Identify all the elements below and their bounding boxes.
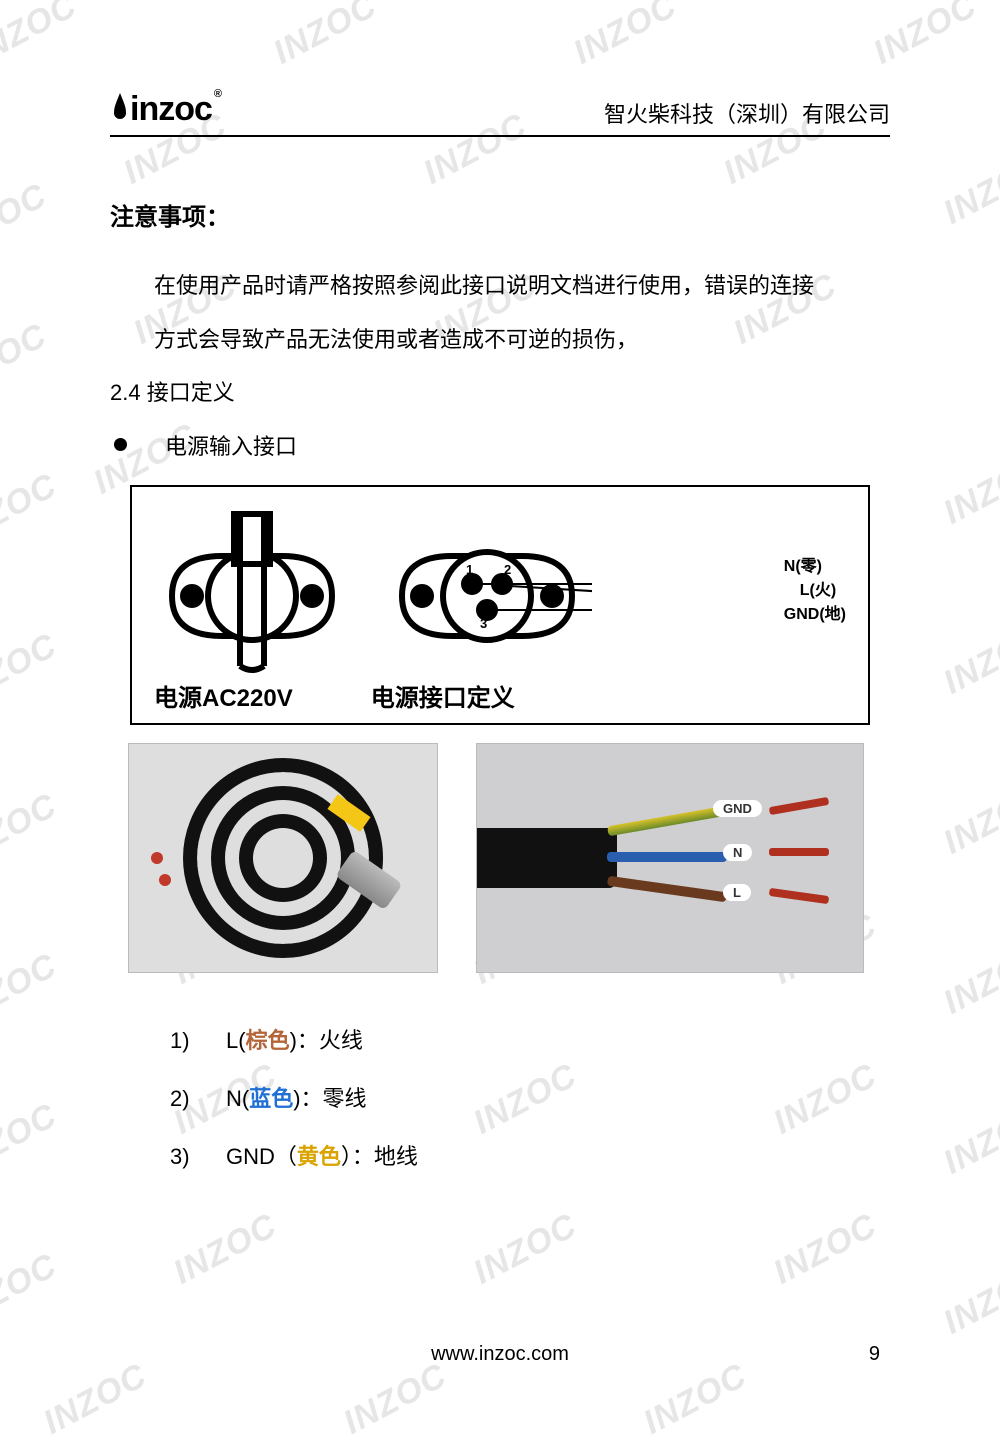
- list-2-prefix: N(: [226, 1086, 249, 1111]
- wire-label-l: L: [723, 884, 751, 901]
- diagram-caption-left: 电源AC220V: [154, 678, 293, 713]
- page-content: inzoc® 智火柴科技（深圳）有限公司 注意事项： 在使用产品时请严格按照参阅…: [0, 0, 1000, 1257]
- list-3-suffix: ）：地线: [341, 1144, 418, 1169]
- pin-3-num: 3: [480, 616, 487, 631]
- section-2-4-heading: 2.4 接口定义: [110, 375, 890, 407]
- connector-left-icon: [152, 506, 352, 676]
- page-number: 9: [869, 1343, 880, 1366]
- list-num-3: 3): [170, 1144, 200, 1170]
- pin-labels: N(零) L(火) GND(地): [784, 555, 846, 627]
- list-1-prefix: L(: [226, 1028, 246, 1053]
- footer-url: www.inzoc.com: [0, 1343, 1000, 1366]
- notice-paragraph-line1: 在使用产品时请严格按照参阅此接口说明文档进行使用，错误的连接: [110, 262, 890, 310]
- pin-2-num: 2: [504, 562, 511, 577]
- photo-row: GND N L: [128, 743, 890, 973]
- logo-text: inzoc: [130, 90, 212, 128]
- wire-label-n: N: [723, 844, 752, 861]
- connector-right-icon: 1 2 3: [382, 506, 592, 676]
- wire-label-gnd: GND: [713, 800, 762, 817]
- notice-paragraph-line2: 方式会导致产品无法使用或者造成不可逆的损伤，: [110, 316, 890, 364]
- bullet-text: 电源输入接口: [165, 429, 297, 461]
- logo-trademark-icon: ®: [214, 88, 221, 100]
- list-item: 2) N(蓝色)：零线: [170, 1081, 890, 1113]
- list-2-suffix: )：零线: [293, 1086, 366, 1111]
- list-num-1: 1): [170, 1028, 200, 1054]
- list-1-color: 棕色: [246, 1028, 290, 1053]
- list-item: 3) GND（黄色）：地线: [170, 1139, 890, 1171]
- watermark: INZOC: [37, 1356, 153, 1442]
- connector-diagram: 1 2 3 N(零) L(火) GND(地) 电源AC220V 电源接口定义: [130, 485, 870, 725]
- list-item: 1) L(棕色)：火线: [170, 1023, 890, 1055]
- watermark: INZOC: [337, 1356, 453, 1442]
- watermark: INZOC: [0, 1246, 63, 1332]
- list-num-2: 2): [170, 1086, 200, 1112]
- logo: inzoc®: [110, 90, 219, 129]
- photo-wire-ends: GND N L: [476, 743, 864, 973]
- list-3-color: 黄色: [297, 1144, 341, 1169]
- list-3-prefix: GND（: [226, 1144, 297, 1169]
- bullet-dot-icon: [114, 438, 127, 451]
- company-name: 智火柴科技（深圳）有限公司: [604, 97, 890, 129]
- watermark: INZOC: [937, 1256, 1000, 1342]
- list-2-color: 蓝色: [249, 1086, 293, 1111]
- notice-heading: 注意事项：: [110, 197, 890, 232]
- pin-label-gnd: GND(地): [784, 603, 846, 627]
- page-header: inzoc® 智火柴科技（深圳）有限公司: [110, 90, 890, 137]
- list-1-suffix: )：火线: [290, 1028, 363, 1053]
- pin-1-num: 1: [466, 562, 473, 577]
- wire-color-list: 1) L(棕色)：火线 2) N(蓝色)：零线 3) GND（黄色）：地线: [170, 1023, 890, 1171]
- diagram-caption-right: 电源接口定义: [371, 678, 515, 713]
- bullet-power-input: 电源输入接口: [110, 429, 890, 461]
- pin-label-n: N(零): [784, 555, 846, 579]
- watermark: INZOC: [637, 1356, 753, 1442]
- pin-label-l: L(火): [800, 579, 846, 603]
- photo-cable-coil: [128, 743, 438, 973]
